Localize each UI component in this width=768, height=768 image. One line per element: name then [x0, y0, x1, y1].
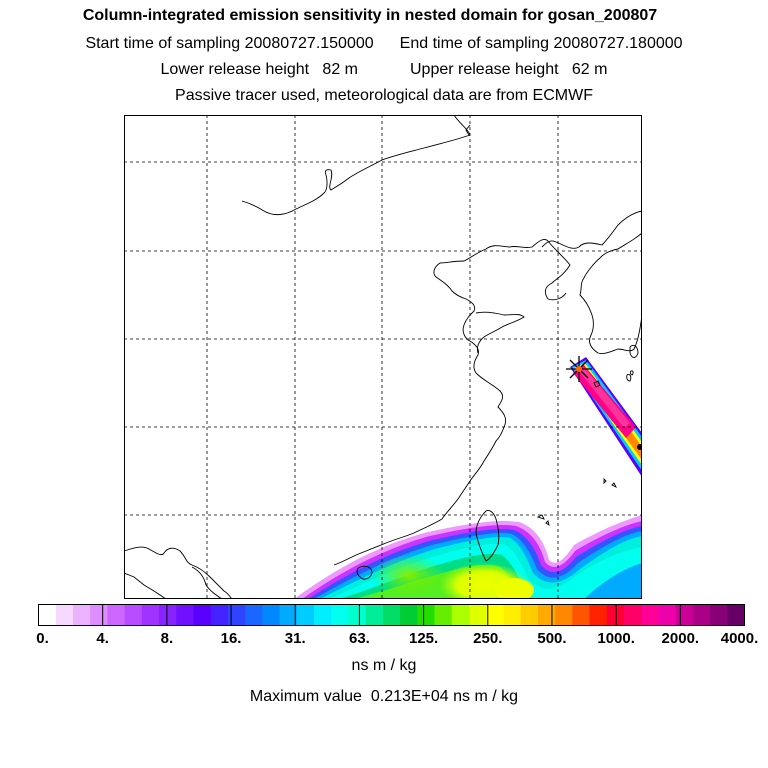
- colorbar-tick-label: 63.: [348, 630, 370, 647]
- colorbar-cell: [658, 604, 677, 626]
- lower-release-value: 82 m: [322, 61, 358, 78]
- colorbar-cell: [641, 604, 659, 626]
- sensitivity-map: [124, 115, 642, 599]
- colorbar-tick-label: 4.: [96, 630, 109, 647]
- colorbar-cell: [314, 604, 332, 626]
- upper-release-label: Upper release height: [410, 61, 559, 78]
- colorbar-cell: [279, 604, 298, 626]
- colorbar-cell: [296, 604, 315, 626]
- map-title: Column-integrated emission sensitivity i…: [82, 7, 658, 24]
- colorbar-cell: [468, 604, 487, 626]
- colorbar-cell: [623, 604, 642, 626]
- colorbar-cell: [141, 604, 160, 626]
- colorbar-cell: [38, 604, 57, 626]
- colorbar-tick-label: 16.: [220, 630, 242, 647]
- upper-release: Upper release height 62 m: [410, 61, 607, 79]
- colorbar-cell: [589, 604, 608, 626]
- max-value-units: ns m / kg: [453, 688, 519, 705]
- maximum-value-line: Maximum value 0.213E+04 ns m / kg: [0, 688, 768, 706]
- colorbar-cell: [382, 604, 401, 626]
- colorbar-cell: [90, 604, 108, 626]
- max-value-label: Maximum value: [249, 688, 362, 705]
- colorbar-cell: [176, 604, 194, 626]
- end-time-label: End time of sampling: [399, 35, 550, 52]
- colorbar-tick-label: 250.: [473, 630, 503, 647]
- colorbar-cell: [451, 604, 470, 626]
- colorbar-cell: [193, 604, 212, 626]
- colorbar-cell: [72, 604, 91, 626]
- colorbar-units: ns m / kg: [351, 657, 417, 674]
- colorbar-cell: [124, 604, 143, 626]
- colorbar-cell: [434, 604, 453, 626]
- sampling-time-line: Start time of sampling 20080727.150000 En…: [0, 35, 768, 53]
- coastlines: [124, 115, 642, 599]
- colorbar-cell: [710, 604, 728, 626]
- lower-release-label: Lower release height: [160, 61, 310, 78]
- colorbar-cell: [55, 604, 74, 626]
- colorbar-tick-label: 8.: [160, 630, 174, 647]
- colorbar-cell: [572, 604, 590, 626]
- colorbar-tick-label: 0.: [36, 630, 49, 647]
- southern-sensitivity-field: [294, 515, 642, 599]
- colorbar-cell: [210, 604, 229, 626]
- colorbar-cell: [159, 604, 177, 626]
- colorbar-cell: [348, 604, 367, 626]
- colorbar-tick-label: 1000.: [597, 630, 635, 647]
- colorbar-tick-label: 2000.: [661, 630, 700, 647]
- colorbar-cell: [486, 604, 504, 626]
- end-time-value: 20080727.180000: [553, 35, 683, 52]
- colorbar-cell: [227, 604, 246, 626]
- colorbar-tick-label: 125.: [408, 630, 439, 647]
- end-time: End time of sampling 20080727.180000: [400, 35, 683, 53]
- colorbar: [38, 604, 745, 626]
- colorbar-cell: [331, 604, 349, 626]
- colorbar-cell: [417, 604, 435, 626]
- colorbar-cell: [606, 604, 625, 626]
- receptor-plume: [570, 357, 642, 477]
- colorbar-cell: [400, 604, 418, 626]
- tracer-note: Passive tracer used, meteorological data…: [175, 87, 593, 104]
- lat-lon-grid: [124, 115, 642, 599]
- upper-release-value: 62 m: [571, 61, 608, 78]
- colorbar-cell: [245, 604, 263, 626]
- colorbar-tick-label: 4000.: [720, 630, 759, 647]
- colorbar-cell: [537, 604, 556, 626]
- colorbar-tick-label: 31.: [284, 630, 306, 647]
- colorbar-cell: [365, 604, 384, 626]
- colorbar-cell: [727, 604, 745, 626]
- start-time: Start time of sampling 20080727.150000: [85, 35, 373, 53]
- colorbar-cell: [503, 604, 522, 626]
- lower-release: Lower release height 82 m: [161, 61, 358, 79]
- colorbar-cell: [107, 604, 125, 626]
- colorbar-cell: [675, 604, 694, 626]
- start-time-value: 20080727.150000: [244, 35, 374, 52]
- max-value-number: 0.213E+04: [370, 688, 449, 705]
- colorbar-tick-label: 500.: [537, 630, 567, 647]
- receptor-marker-icon: [566, 356, 592, 382]
- colorbar-cell: [692, 604, 711, 626]
- colorbar-cell: [262, 604, 280, 626]
- colorbar-cell: [555, 604, 573, 626]
- colorbar-cell: [520, 604, 539, 626]
- release-height-line: Lower release height 82 m Upper release h…: [0, 61, 768, 79]
- start-time-label: Start time of sampling: [85, 35, 241, 52]
